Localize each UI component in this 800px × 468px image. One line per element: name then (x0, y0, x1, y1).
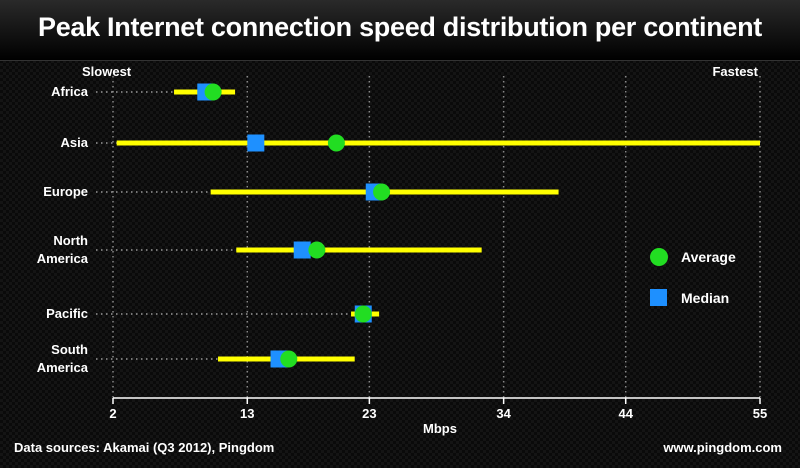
x-tick-label: 55 (753, 406, 767, 421)
x-tick-label: 2 (109, 406, 116, 421)
row-label-line: Asia (60, 135, 88, 150)
fastest-label: Fastest (712, 64, 758, 79)
x-tick-label: 23 (362, 406, 376, 421)
x-tick-label: 34 (496, 406, 511, 421)
median-marker (293, 241, 311, 259)
title-bar (0, 0, 800, 61)
row-label: Asia (61, 134, 88, 152)
average-marker (280, 350, 298, 368)
average-marker (354, 305, 372, 323)
row-label-line: America (36, 360, 88, 375)
average-marker (204, 83, 222, 101)
legend-median-marker (650, 289, 667, 306)
legend-median-label: Median (681, 290, 730, 306)
x-tick-label: 44 (618, 406, 633, 421)
chart-title: Peak Internet connection speed distribut… (38, 12, 762, 42)
average-marker (308, 241, 326, 259)
row-label: North America (37, 232, 88, 268)
slowest-label: Slowest (82, 64, 132, 79)
row-label-line: Europe (43, 184, 88, 199)
x-tick-label: 13 (240, 406, 254, 421)
row-label-line: Africa (51, 84, 88, 99)
data-sources: Data sources: Akamai (Q3 2012), Pingdom (14, 440, 275, 455)
website: www.pingdom.com (663, 440, 782, 455)
row-label-line: North (53, 233, 88, 248)
row-label: Europe (43, 183, 88, 201)
row-label: Pacific (46, 305, 88, 323)
average-marker (373, 183, 391, 201)
row-label-line: Pacific (46, 306, 88, 321)
legend-average-marker (650, 248, 668, 266)
legend-average-label: Average (681, 249, 736, 265)
row-label: South America (37, 341, 88, 377)
row-label-line: America (36, 251, 88, 266)
x-axis-title: Mbps (423, 421, 457, 436)
median-marker (247, 134, 265, 152)
average-marker (327, 134, 345, 152)
row-label-line: South (51, 342, 88, 357)
row-label: Africa (51, 83, 88, 101)
